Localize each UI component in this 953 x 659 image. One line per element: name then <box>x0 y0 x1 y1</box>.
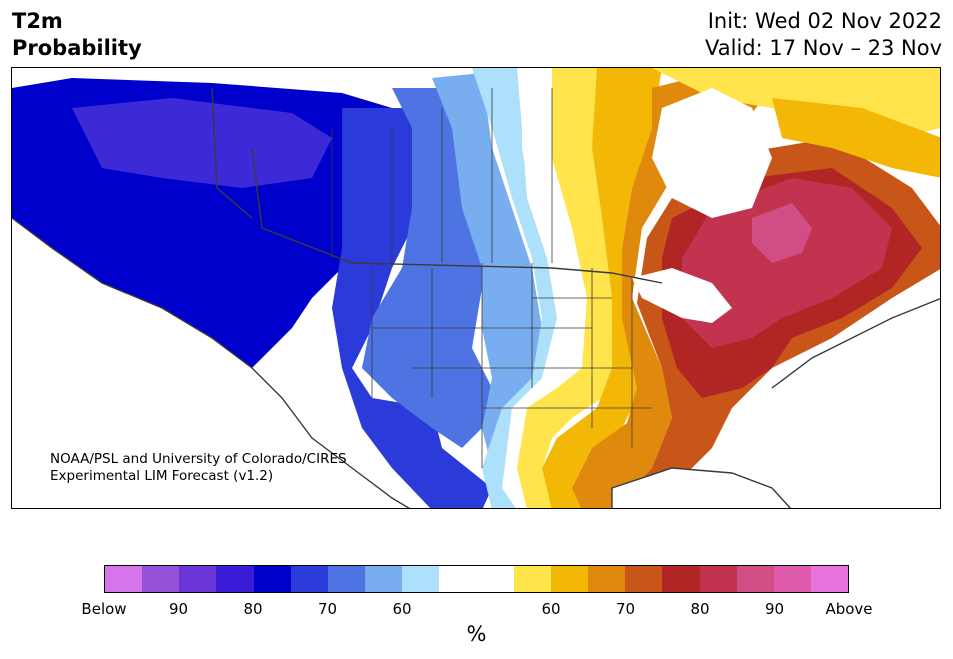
colorbar-tick-label: 80 <box>690 600 710 618</box>
region-above-50 <box>517 68 612 508</box>
region-below-95-core <box>72 98 332 188</box>
atlantic-ocean <box>752 298 940 508</box>
coastline-gulf <box>611 467 792 508</box>
region-below-80-west <box>332 108 492 508</box>
colorbar-segment <box>736 566 774 592</box>
forecast-dates: Init: Wed 02 Nov 2022 Valid: 17 Nov – 23… <box>705 8 942 62</box>
valid-date-label: Valid: 17 Nov – 23 Nov <box>705 36 942 60</box>
coastline-east <box>771 298 940 389</box>
colorbar-segment <box>662 566 700 592</box>
colorbar-segment <box>439 566 477 592</box>
title-line-2: Probability <box>12 36 142 60</box>
colorbar-segment <box>216 566 254 592</box>
colorbar-tick-label: Below <box>81 600 127 618</box>
forecast-credit: NOAA/PSL and University of Colorado/CIRE… <box>50 451 347 485</box>
colorbar-segment <box>290 566 328 592</box>
colorbar-segment <box>179 566 217 592</box>
credit-line-2: Experimental LIM Forecast (v1.2) <box>50 468 274 484</box>
probability-colorbar <box>104 565 849 593</box>
init-date-label: Init: Wed 02 Nov 2022 <box>707 9 942 33</box>
state-lines <box>371 263 652 468</box>
colorbar-unit: % <box>466 622 487 646</box>
colorbar-ticks: Below 90 80 70 60 60 70 80 90 Above <box>81 600 872 620</box>
colorbar-segment <box>365 566 403 592</box>
colorbar-segment <box>402 566 440 592</box>
colorbar-tick-label: 90 <box>168 600 189 618</box>
region-above-99 <box>752 203 812 263</box>
colorbar-tick-label: 60 <box>541 600 561 618</box>
region-below-50 <box>472 68 562 508</box>
chart-title: T2m Probability <box>12 8 142 62</box>
canada-us-border <box>251 147 663 284</box>
colorbar-segment <box>550 566 589 592</box>
hudson-bay <box>652 88 772 218</box>
region-above-60-north <box>772 98 940 178</box>
colorbar-segment <box>810 566 849 592</box>
coastline-west <box>12 217 411 508</box>
colorbar-tick-label: 60 <box>392 600 412 618</box>
region-above-95 <box>682 178 892 348</box>
region-below-60 <box>432 73 542 468</box>
province-lines <box>331 88 553 263</box>
alaska-border <box>211 87 253 219</box>
probability-map <box>12 68 940 508</box>
colorbar-segment <box>327 566 366 592</box>
gulf-of-mexico <box>612 468 791 508</box>
colorbar-segment <box>142 566 180 592</box>
map-panel: NOAA/PSL and University of Colorado/CIRE… <box>11 67 941 509</box>
colorbar-segment <box>105 566 143 592</box>
colorbar-segment <box>513 566 551 592</box>
title-line-1: T2m <box>12 9 63 33</box>
region-neutral <box>507 68 587 508</box>
colorbar-tick-label: 70 <box>317 600 338 618</box>
colorbar-tick-label: 90 <box>764 600 785 618</box>
credit-line-1: NOAA/PSL and University of Colorado/CIRE… <box>50 451 347 467</box>
colorbar-segment <box>588 566 626 592</box>
colorbar-segment <box>476 566 514 592</box>
colorbar-segment <box>773 566 811 592</box>
colorbar-tick-label: 80 <box>243 600 263 618</box>
political-borders <box>12 87 940 508</box>
colorbar-segment <box>699 566 737 592</box>
colorbar-tick-label: Above <box>825 600 873 618</box>
colorbar-segment <box>625 566 663 592</box>
colorbar-segment <box>253 566 291 592</box>
colorbar-tick-label: 70 <box>615 600 636 618</box>
